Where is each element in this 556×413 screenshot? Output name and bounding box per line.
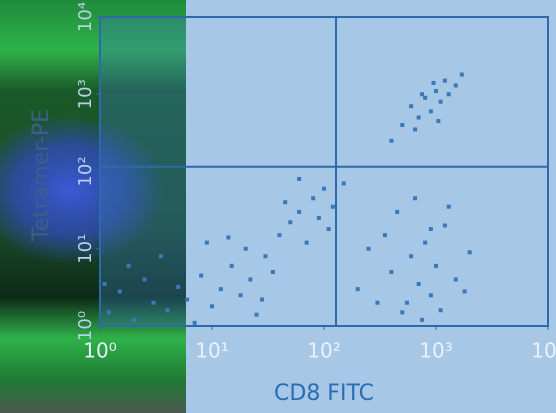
scatter-point (107, 310, 111, 314)
scatter-point (429, 109, 433, 113)
y-axis-title: Tetramer-PE (29, 109, 54, 242)
scatter-point (205, 241, 209, 245)
x-tick-label: 10⁴ (531, 339, 556, 363)
scatter-point (143, 277, 147, 281)
scatter-point (297, 210, 301, 214)
scatter-point (159, 254, 163, 258)
scatter-point (420, 318, 424, 322)
scatter-point (118, 289, 122, 293)
scatter-point (193, 321, 197, 325)
x-tick-label: 10³ (419, 339, 452, 363)
scatter-point (454, 83, 458, 87)
scatter-point (447, 205, 451, 209)
scatter-point (199, 274, 203, 278)
scatter-point (288, 220, 292, 224)
scatter-point (277, 233, 281, 237)
y-tick-label: 10⁰ (75, 311, 96, 341)
scatter-point (165, 308, 169, 312)
scatter-point (423, 96, 427, 100)
scatter-point (132, 318, 136, 322)
scatter-point (417, 116, 421, 120)
y-tick-label: 10¹ (75, 234, 96, 264)
scatter-point (255, 313, 259, 317)
scatter-point (413, 127, 417, 131)
scatter-point (305, 241, 309, 245)
scatter-point (460, 73, 464, 77)
x-tick-label: 10² (307, 339, 340, 363)
scatter-point (230, 264, 234, 268)
scatter-point (417, 282, 421, 286)
scatter-point (429, 293, 433, 297)
scatter-point (239, 293, 243, 297)
page: Tetramer-PE CD8 FITC 10⁰ 10¹ 10² 10³ 10⁴ 10⁰ 1… (0, 0, 556, 413)
scatter-point (468, 250, 472, 254)
scatter-point (283, 200, 287, 204)
scatter-point (185, 298, 189, 302)
scatter-point (395, 210, 399, 214)
scatter-point (400, 310, 404, 314)
scatter-point (322, 187, 326, 191)
scatter-point (342, 181, 346, 185)
scatter-point (429, 227, 433, 231)
scatter-point (327, 227, 331, 231)
scatter-point (367, 247, 371, 251)
scatter-point (409, 104, 413, 108)
scatter-point (413, 196, 417, 200)
scatter-point (447, 92, 451, 96)
scatter-point (463, 289, 467, 293)
scatter-point (331, 205, 335, 209)
scatter-point (151, 301, 155, 305)
scatter-point (439, 308, 443, 312)
y-tick-label: 10⁴ (75, 2, 96, 32)
scatter-point (443, 79, 447, 83)
x-tick-label: 10¹ (195, 339, 228, 363)
x-axis-title: CD8 FITC (274, 381, 374, 406)
scatter-point (210, 304, 214, 308)
scatter-point (311, 196, 315, 200)
scatter-point (420, 92, 424, 96)
scatter-point (405, 301, 409, 305)
scatter-point (263, 254, 267, 258)
scatter-point (127, 264, 131, 268)
scatter-point (443, 223, 447, 227)
scatter-point (409, 254, 413, 258)
scatter-point (434, 264, 438, 268)
scatter-point (389, 270, 393, 274)
scatter-point (248, 277, 252, 281)
scatter-point (176, 285, 180, 289)
scatter-point (432, 81, 436, 85)
scatter-point (260, 298, 264, 302)
scatter-point (244, 247, 248, 251)
scatter-point (375, 301, 379, 305)
scatter-point (226, 235, 230, 239)
x-tick-label: 10⁰ (83, 339, 116, 363)
scatter-point (423, 241, 427, 245)
scatter-point (389, 139, 393, 143)
scatter-point (219, 287, 223, 291)
y-tick-label: 10² (75, 156, 96, 186)
scatter-point (439, 100, 443, 104)
scatter-point (434, 89, 438, 93)
scatter-point (356, 287, 360, 291)
scatter-point (317, 216, 321, 220)
y-tick-label: 10³ (75, 79, 96, 109)
scatter-point (383, 233, 387, 237)
scatter-point (103, 282, 107, 286)
scatter-point (436, 119, 440, 123)
scatter-point (271, 270, 275, 274)
scatter-point (454, 277, 458, 281)
scatter-point (400, 123, 404, 127)
scatter-point (297, 177, 301, 181)
chart: Tetramer-PE CD8 FITC 10⁰ 10¹ 10² 10³ 10⁴ 10⁰ 1… (0, 0, 556, 413)
